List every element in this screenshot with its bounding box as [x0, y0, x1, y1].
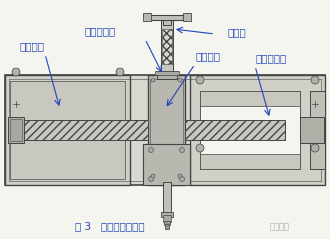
Text: 柔性轴: 柔性轴 — [228, 27, 247, 37]
Bar — [22, 120, 148, 140]
Bar — [164, 221, 170, 225]
Bar — [150, 79, 183, 181]
Bar — [165, 224, 169, 229]
Circle shape — [12, 132, 20, 140]
Bar — [157, 71, 177, 79]
Circle shape — [178, 174, 182, 178]
Bar — [5, 75, 325, 185]
Circle shape — [116, 68, 124, 76]
Text: 齿轮箱壳体: 齿轮箱壳体 — [255, 53, 286, 63]
Bar — [163, 17, 171, 25]
Bar — [183, 13, 191, 21]
Bar — [147, 15, 187, 20]
Bar — [148, 75, 185, 185]
Bar — [190, 75, 325, 185]
Bar — [143, 13, 151, 21]
Bar — [185, 120, 285, 140]
Bar — [163, 215, 171, 222]
Text: 超级石化: 超级石化 — [270, 222, 290, 231]
Bar — [200, 91, 300, 169]
Circle shape — [311, 144, 319, 152]
Circle shape — [311, 76, 319, 84]
Circle shape — [196, 76, 204, 84]
Bar — [10, 81, 125, 179]
Bar — [155, 71, 179, 75]
Bar — [200, 91, 300, 106]
Bar — [310, 91, 325, 169]
Bar — [163, 182, 171, 214]
Text: 图 3   油泵齿轮箏结构: 图 3 油泵齿轮箏结构 — [75, 221, 145, 231]
Circle shape — [180, 147, 184, 152]
Bar — [5, 75, 130, 185]
Circle shape — [116, 132, 124, 140]
Bar — [143, 144, 190, 185]
Bar — [8, 117, 24, 143]
Text: 主动齿轮: 主动齿轮 — [195, 51, 220, 61]
Bar — [161, 17, 173, 75]
Circle shape — [148, 176, 153, 181]
Text: 从动齿轮: 从动齿轮 — [19, 41, 45, 51]
Circle shape — [12, 68, 20, 76]
Bar — [162, 29, 172, 64]
Bar — [200, 154, 300, 169]
Circle shape — [196, 144, 204, 152]
Circle shape — [151, 78, 155, 82]
Circle shape — [148, 147, 153, 152]
Bar — [300, 117, 324, 143]
Bar — [10, 119, 22, 141]
Bar — [161, 212, 173, 217]
Circle shape — [151, 174, 155, 178]
Text: 油泵驱动轴: 油泵驱动轴 — [84, 26, 116, 36]
Circle shape — [178, 78, 182, 82]
Circle shape — [180, 176, 184, 181]
